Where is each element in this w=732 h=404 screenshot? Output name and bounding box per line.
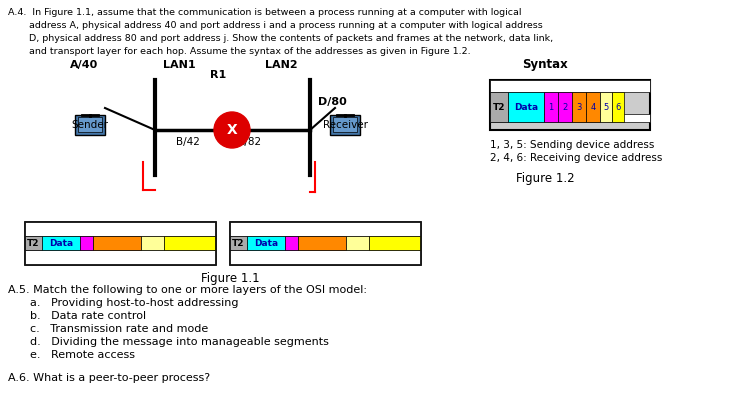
Text: T2: T2: [232, 238, 244, 248]
Text: LAN2: LAN2: [265, 60, 298, 70]
Circle shape: [214, 112, 250, 148]
Bar: [285, 236, 299, 250]
Bar: [490, 80, 650, 92]
Text: e.   Remote access: e. Remote access: [30, 350, 135, 360]
Text: and transport layer for each hop. Assume the syntax of the addresses as given in: and transport layer for each hop. Assume…: [8, 47, 471, 56]
Text: R1: R1: [210, 70, 226, 80]
Bar: [230, 250, 420, 264]
Text: Sender: Sender: [72, 120, 108, 130]
Bar: [42, 236, 80, 250]
Bar: [230, 236, 247, 250]
Bar: [572, 92, 586, 122]
Text: LAN1: LAN1: [163, 60, 195, 70]
Text: Data: Data: [49, 238, 73, 248]
Bar: [333, 117, 357, 132]
Text: Receiver: Receiver: [323, 120, 367, 130]
Bar: [25, 250, 215, 264]
Bar: [80, 236, 94, 250]
Text: c.   Transmission rate and mode: c. Transmission rate and mode: [30, 324, 208, 334]
Text: Data: Data: [254, 238, 278, 248]
Text: Syntax: Syntax: [522, 58, 568, 71]
Bar: [25, 222, 215, 236]
Text: A.6. What is a peer-to-peer process?: A.6. What is a peer-to-peer process?: [8, 373, 210, 383]
Text: A.5. Match the following to one or more layers of the OSI model:: A.5. Match the following to one or more …: [8, 285, 367, 295]
Bar: [94, 236, 141, 250]
Text: Figure 1.2: Figure 1.2: [515, 172, 575, 185]
Text: D, physical address 80 and port address j. Show the contents of packets and fram: D, physical address 80 and port address …: [8, 34, 553, 43]
Text: address A, physical address 40 and port address i and a process running at a com: address A, physical address 40 and port …: [8, 21, 542, 30]
Bar: [508, 92, 544, 122]
Bar: [612, 92, 624, 122]
Bar: [369, 236, 420, 250]
Text: b.   Data rate control: b. Data rate control: [30, 311, 146, 321]
Bar: [586, 92, 600, 122]
Text: Data: Data: [514, 103, 538, 112]
Bar: [346, 236, 369, 250]
Bar: [247, 236, 285, 250]
Text: B/42: B/42: [176, 137, 200, 147]
Bar: [490, 92, 508, 122]
Text: 4: 4: [591, 103, 596, 112]
Bar: [490, 80, 650, 130]
Bar: [25, 236, 42, 250]
Text: a.   Providing host-to-host addressing: a. Providing host-to-host addressing: [30, 298, 239, 308]
Text: 5: 5: [603, 103, 608, 112]
Text: T2: T2: [27, 238, 40, 248]
Bar: [490, 114, 650, 122]
Text: d.   Dividing the message into manageable segments: d. Dividing the message into manageable …: [30, 337, 329, 347]
Text: 2: 2: [562, 103, 567, 112]
Text: 6: 6: [616, 103, 621, 112]
Text: A.4.  In Figure 1.1, assume that the communication is between a process running : A.4. In Figure 1.1, assume that the comm…: [8, 8, 521, 17]
Text: Figure 1.1: Figure 1.1: [201, 272, 259, 285]
Text: D/80: D/80: [318, 97, 347, 107]
Text: T2: T2: [493, 103, 505, 112]
Text: 1: 1: [548, 103, 553, 112]
Bar: [164, 236, 215, 250]
Text: 2, 4, 6: Receiving device address: 2, 4, 6: Receiving device address: [490, 153, 662, 163]
Bar: [141, 236, 164, 250]
Text: 1, 3, 5: Sending device address: 1, 3, 5: Sending device address: [490, 140, 654, 150]
Bar: [230, 222, 420, 236]
Bar: [78, 117, 102, 132]
Bar: [600, 92, 612, 122]
Text: 3: 3: [576, 103, 582, 112]
Bar: [299, 236, 346, 250]
Bar: [230, 222, 420, 264]
Bar: [330, 115, 360, 135]
Bar: [544, 92, 558, 122]
Bar: [25, 222, 215, 264]
Text: C/82: C/82: [237, 137, 261, 147]
Text: X: X: [227, 123, 237, 137]
Text: A/40: A/40: [70, 60, 98, 70]
Bar: [75, 115, 105, 135]
Bar: [558, 92, 572, 122]
